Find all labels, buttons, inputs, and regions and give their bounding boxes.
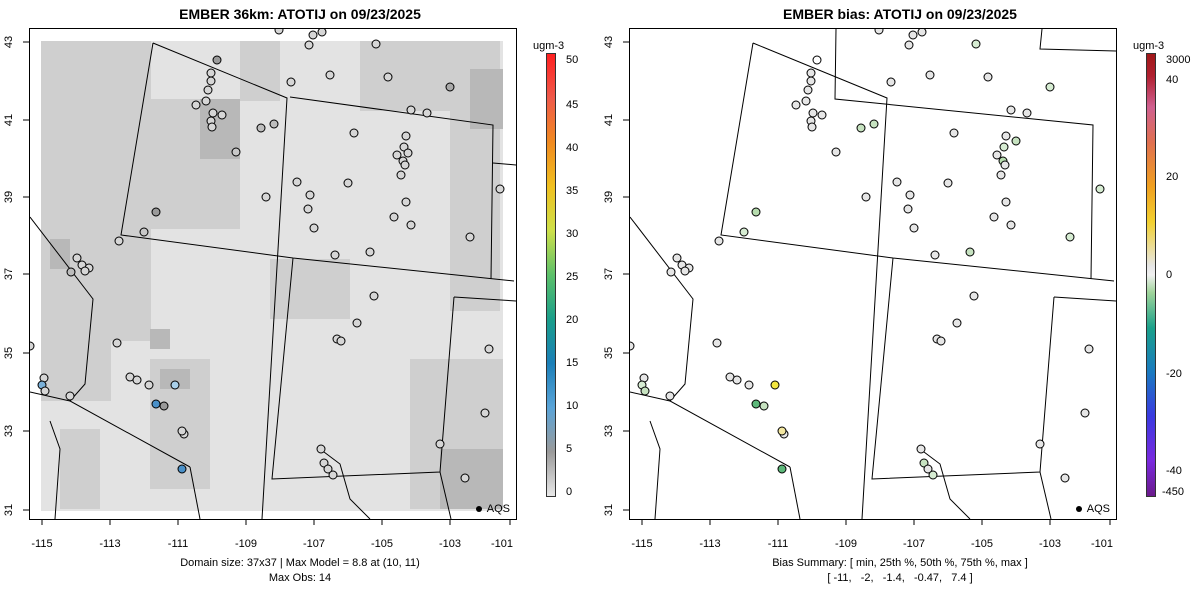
y-axis-labels: 31 33 35 37 39 41 43: [3, 36, 15, 516]
colorbar-tick-label: 15: [566, 357, 578, 369]
x-tick-label: -101: [491, 538, 513, 550]
colorbar-tick-label: -40: [1166, 465, 1182, 477]
colorbar-tick-label: 25: [566, 271, 578, 283]
right-axes: -115 -113 -111 -109 -107 -105 -103 -101 …: [603, 36, 1113, 550]
left-footer-line1: Domain size: 37x37 | Max Model = 8.8 at …: [180, 557, 420, 569]
x-tick-label: -111: [168, 538, 188, 550]
x-tick-label: -111: [768, 538, 788, 550]
model-map: AQS: [29, 28, 517, 520]
right-colorbar-labels: -450 -40 -20 0 20 40 3000: [1162, 54, 1190, 498]
left-colorbar-labels: 0 5 10 15 20 25 30 35 40 45 50: [566, 54, 578, 498]
x-axis-ticks: [41, 519, 511, 525]
x-axis-labels: -115 -113 -111 -109 -107 -105 -103 -101: [631, 538, 1113, 550]
left-footer-line2: Max Obs: 14: [268, 572, 332, 584]
y-tick-label: 41: [3, 114, 15, 126]
left-map-title: EMBER 36km: ATOTIJ on 09/23/2025: [179, 6, 421, 22]
colorbar-tick-label: 20: [566, 314, 578, 326]
left-axes: -115 -113 -111 -109 -107 -105 -103 -101 …: [3, 36, 513, 550]
aqs-legend: AQS: [1075, 503, 1110, 515]
x-tick-label: -103: [439, 538, 461, 550]
y-tick-label: 33: [3, 425, 15, 437]
x-tick-label: -105: [371, 538, 393, 550]
x-tick-label: -115: [31, 538, 52, 550]
y-tick-label: 35: [603, 347, 615, 359]
colorbar-tick-label: 40: [566, 142, 578, 154]
y-tick-label: 31: [3, 504, 15, 516]
colorbar-tick-label: 40: [1166, 74, 1178, 86]
model-map-svg: [30, 29, 516, 519]
colorbar-tick-label: 0: [566, 486, 572, 498]
left-colorbar-ticks: 0 5 10 15 20 25 30 35 40 45 50: [566, 54, 578, 498]
y-tick-label: 41: [603, 114, 615, 126]
x-tick-label: -115: [631, 538, 652, 550]
colorbar-tick-label: 5: [566, 443, 572, 455]
x-tick-label: -113: [99, 538, 120, 550]
colorbar-tick-label: 30: [566, 228, 578, 240]
bias-map: AQS: [629, 28, 1117, 520]
x-tick-label: -109: [835, 538, 857, 550]
right-footer-line2: [ -11, -2, -1.4, -0.47, 7.4 ]: [827, 572, 973, 584]
x-tick-label: -103: [1039, 538, 1061, 550]
bias-map-panel: EMBER bias: ATOTIJ on 09/23/2025: [600, 0, 1200, 600]
colorbar-tick-label: 35: [566, 185, 578, 197]
colorbar-tick-label: -450: [1162, 486, 1184, 498]
y-tick-label: 43: [3, 36, 15, 48]
colorbar-tick-label: 0: [1166, 269, 1172, 281]
left-colorbar: [546, 53, 556, 497]
colorbar-tick-label: 20: [1166, 171, 1178, 183]
left-colorbar-unit: ugm-3: [533, 40, 565, 52]
right-map-title: EMBER bias: ATOTIJ on 09/23/2025: [783, 6, 1017, 22]
y-tick-label: 37: [603, 268, 615, 280]
x-tick-label: -105: [971, 538, 993, 550]
y-tick-label: 39: [3, 191, 15, 203]
y-tick-label: 33: [603, 425, 615, 437]
colorbar-tick-label: 10: [566, 400, 578, 412]
bias-map-svg: [630, 29, 1116, 519]
y-tick-label: 37: [3, 268, 15, 280]
y-axis-ticks: [23, 41, 29, 511]
colorbar-tick-label: -20: [1166, 368, 1182, 380]
model-grid-cells-dark: [50, 69, 503, 509]
x-tick-label: -109: [235, 538, 257, 550]
right-colorbar-ticks: -450 -40 -20 0 20 40 3000: [1162, 54, 1190, 498]
aqs-legend-label: AQS: [486, 503, 510, 515]
y-tick-label: 39: [603, 191, 615, 203]
y-axis-ticks: [623, 41, 629, 511]
aqs-legend-dot: [1075, 506, 1082, 512]
right-colorbar: [1146, 53, 1156, 497]
aqs-legend-dot: [475, 506, 482, 512]
right-colorbar-unit: ugm-3: [1133, 40, 1165, 52]
x-tick-label: -107: [903, 538, 925, 550]
colorbar-tick-label: 45: [566, 99, 578, 111]
colorbar-tick-label: 3000: [1166, 54, 1190, 66]
x-axis-labels: -115 -113 -111 -109 -107 -105 -103 -101: [31, 538, 513, 550]
x-tick-label: -107: [303, 538, 325, 550]
model-map-panel: EMBER 36km: ATOTIJ on 09/23/2025: [3, 6, 578, 584]
x-axis-ticks: [641, 519, 1111, 525]
x-tick-label: -113: [699, 538, 720, 550]
aqs-observations: [30, 29, 505, 483]
right-footer-line1: Bias Summary: [ min, 25th %, 50th %, 75t…: [772, 557, 1028, 569]
bias-observations: [630, 29, 1105, 483]
y-tick-label: 31: [603, 504, 615, 516]
aqs-legend: AQS: [475, 503, 510, 515]
x-tick-label: -101: [1091, 538, 1113, 550]
state-boundaries: [630, 29, 1116, 519]
y-axis-labels: 31 33 35 37 39 41 43: [603, 36, 615, 516]
y-tick-label: 43: [603, 36, 615, 48]
y-tick-label: 35: [3, 347, 15, 359]
colorbar-tick-label: 50: [566, 54, 578, 66]
aqs-legend-label: AQS: [1086, 503, 1110, 515]
